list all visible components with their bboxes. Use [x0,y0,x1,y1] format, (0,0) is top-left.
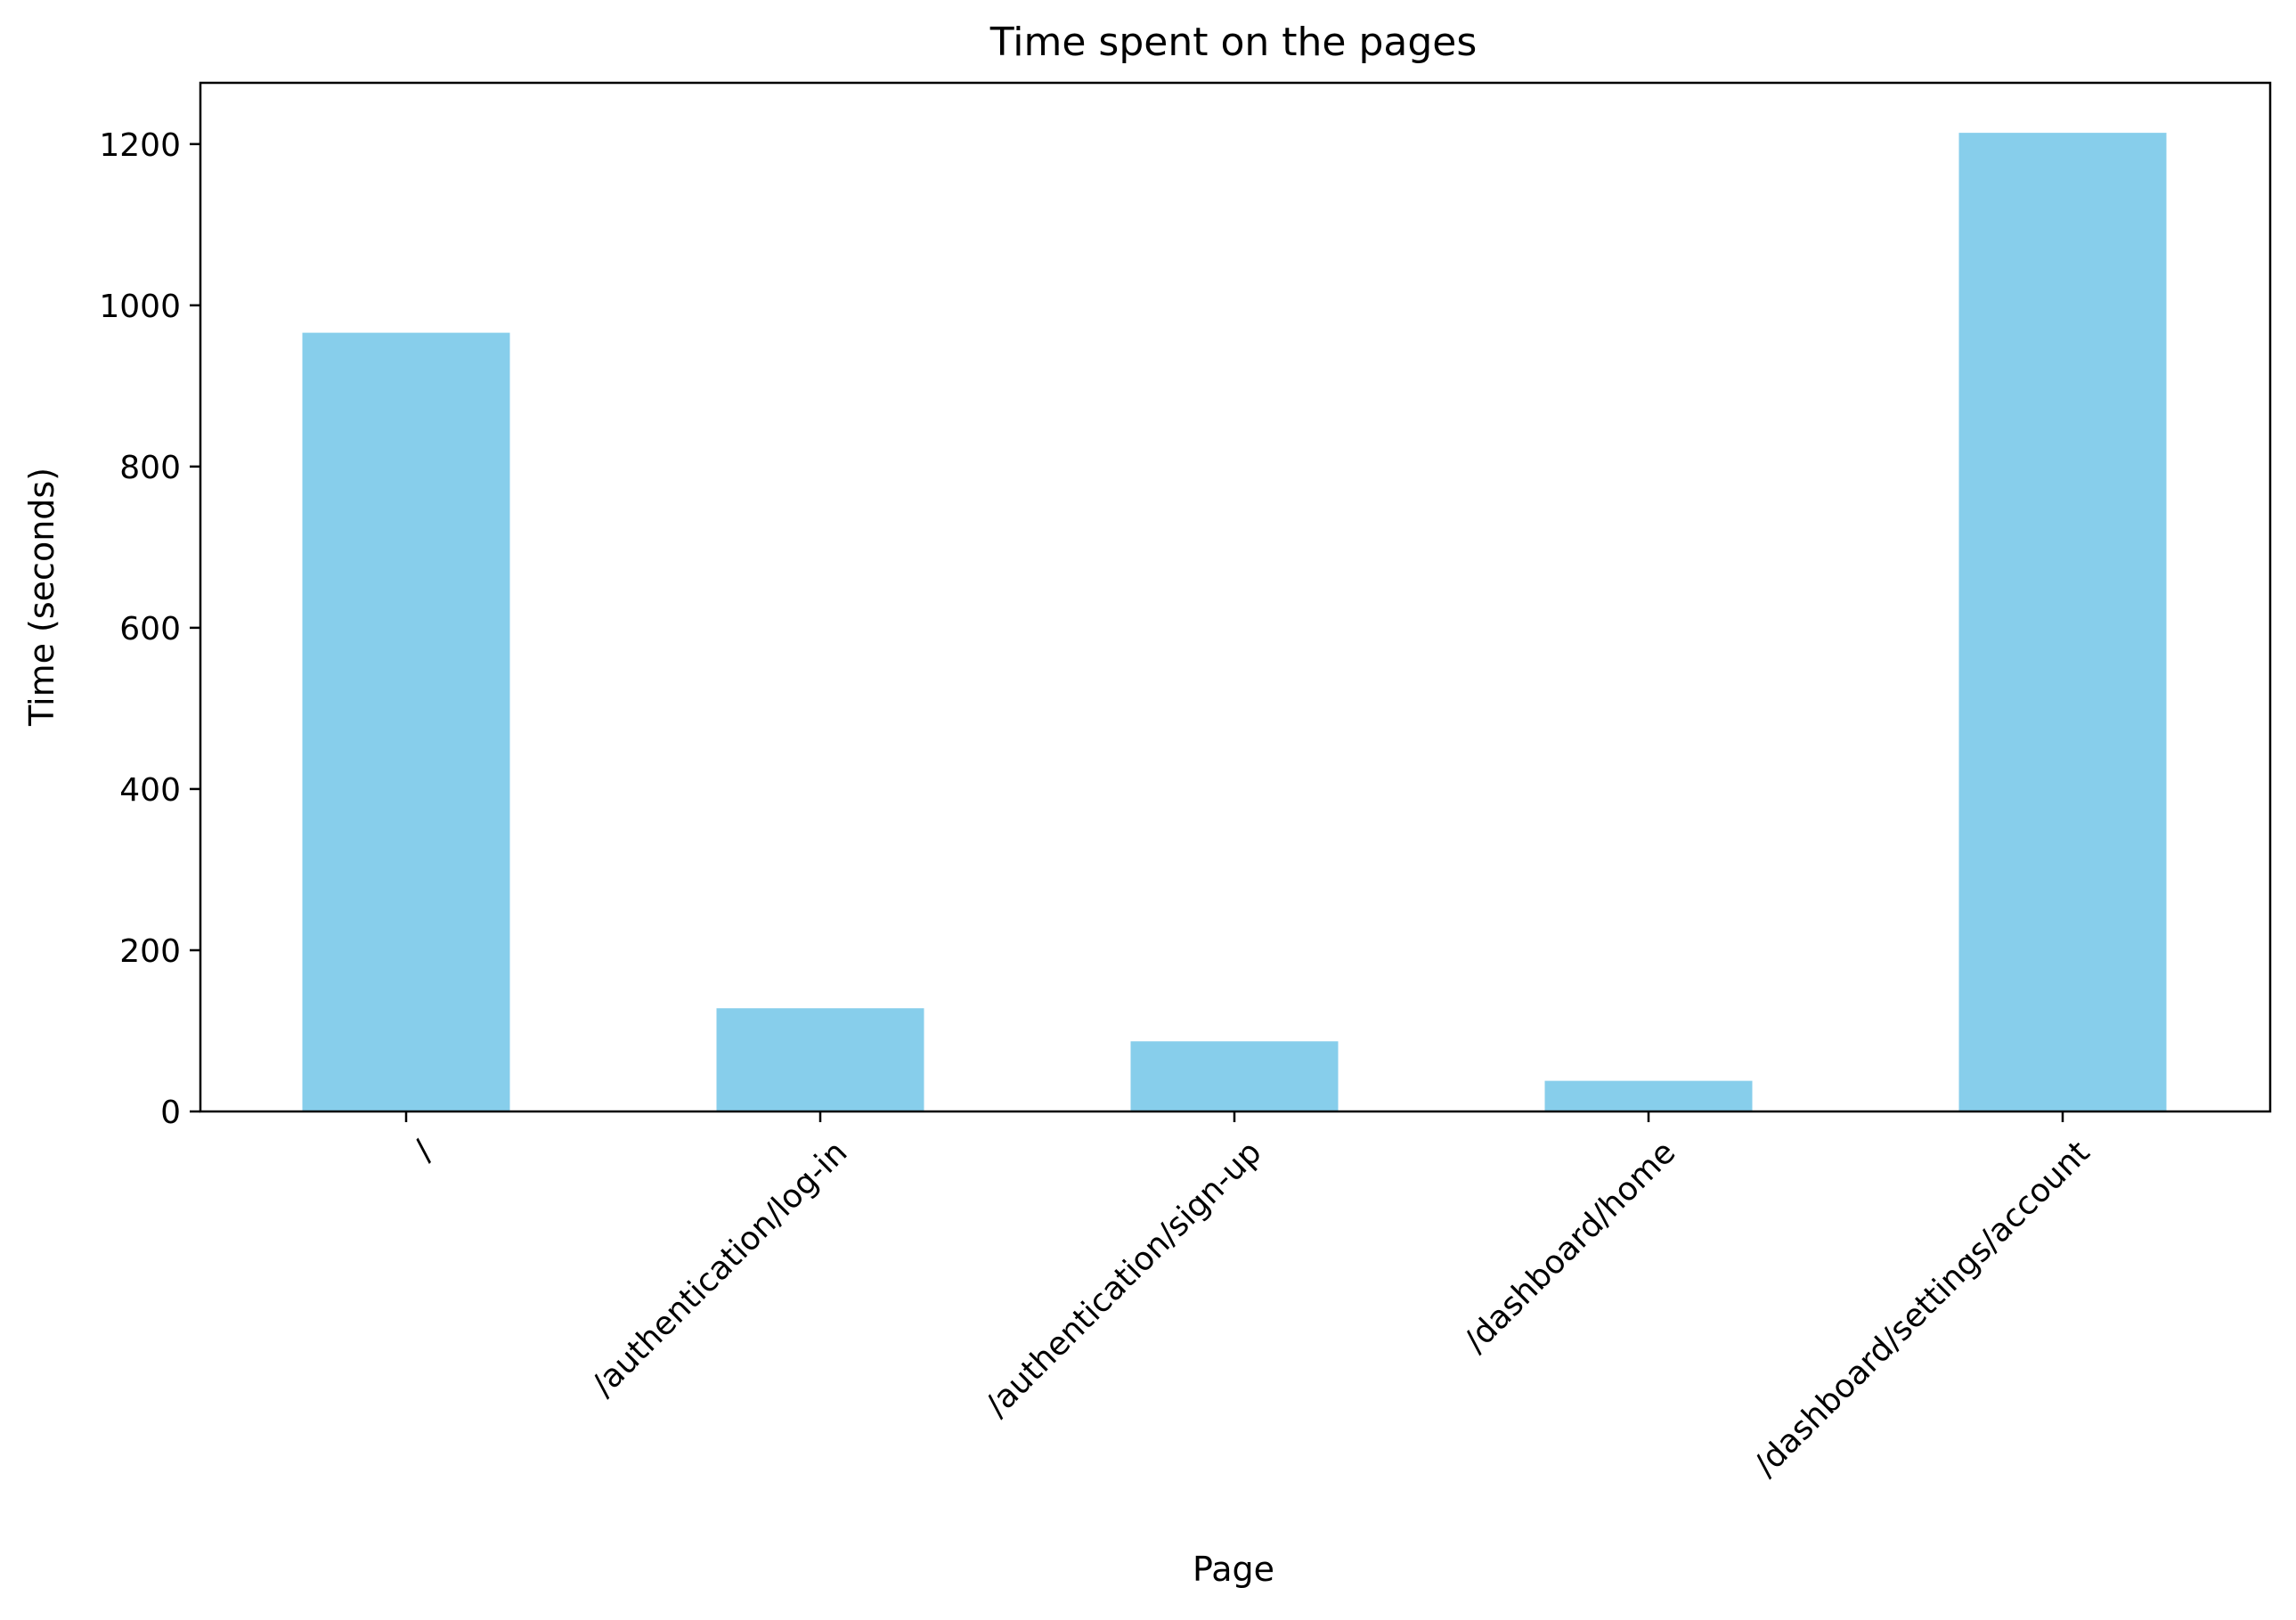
y-axis-label: Time (seconds) [22,468,61,727]
y-axis: 0 200 400 600 800 1000 1200 [99,127,200,1131]
y-tick-label-4: 800 [119,450,181,486]
y-tick-label-6: 1200 [99,127,181,164]
y-tick-label-2: 400 [119,772,181,809]
bars-layer [302,133,2167,1111]
bar-0 [302,332,510,1111]
bar-4 [1958,133,2167,1111]
y-tick-label-3: 600 [119,611,181,647]
y-tick-label-5: 1000 [99,289,181,325]
chart-title: Time spent on the pages [989,20,1478,65]
plot-frame [199,81,2272,1113]
bar-1 [716,1008,924,1111]
bar-3 [1544,1080,1753,1111]
x-axis-label: Page [1193,1550,1274,1589]
y-tick-label-0: 0 [160,1095,181,1131]
bar-2 [1130,1041,1339,1111]
y-tick-label-1: 200 [119,933,181,970]
